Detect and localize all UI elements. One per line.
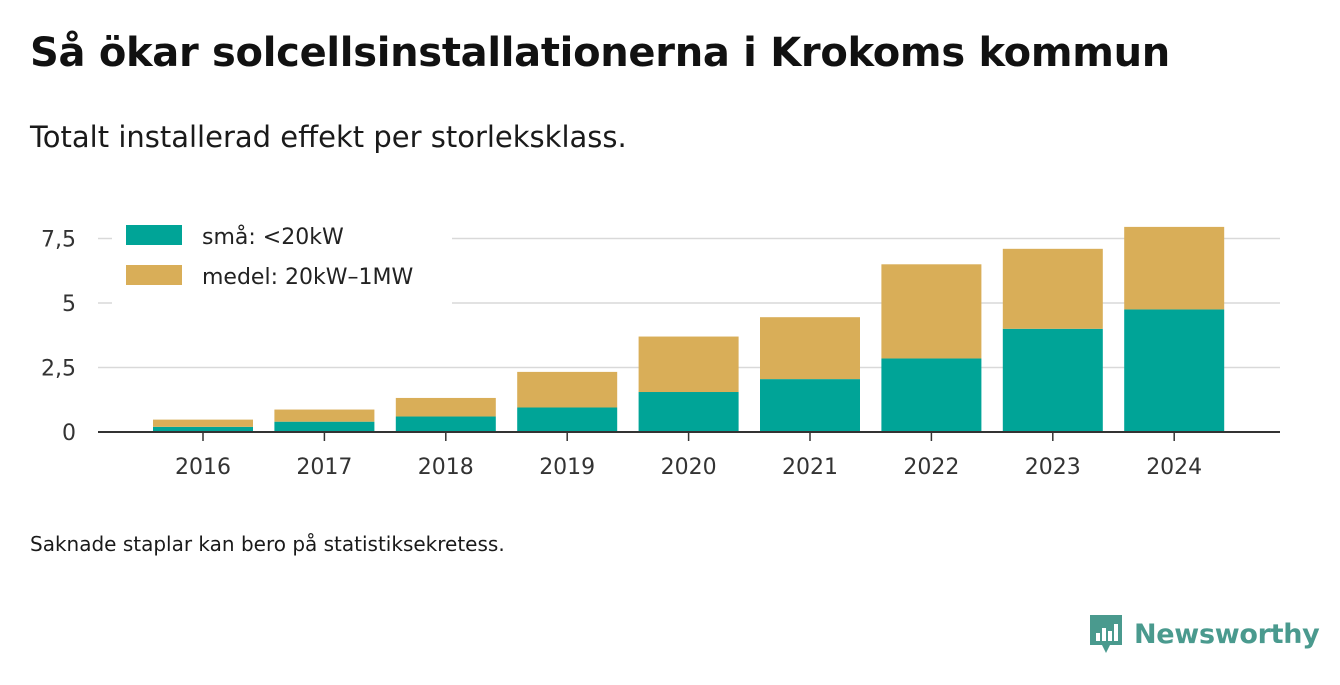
bar-segment — [1124, 309, 1225, 432]
x-tick-label: 2017 — [296, 455, 352, 480]
brand-logo: Newsworthy — [1088, 612, 1320, 656]
x-tick-label: 2016 — [175, 455, 231, 480]
x-tick-label: 2019 — [539, 455, 595, 480]
bar-segment — [153, 419, 253, 427]
legend-label: medel: 20kW–1MW — [202, 265, 413, 290]
bar-segment — [881, 358, 982, 432]
x-tick-label: 2021 — [782, 455, 838, 480]
x-tick-label: 2020 — [661, 455, 717, 480]
bar-segment — [274, 421, 375, 432]
bar-segment — [760, 379, 860, 432]
bar-segment — [760, 317, 860, 380]
bar-segment — [881, 264, 982, 359]
newsworthy-logo-icon — [1090, 615, 1122, 653]
bar-segment — [1124, 226, 1225, 310]
bar-segment — [517, 407, 618, 432]
x-tick-label: 2018 — [418, 455, 474, 480]
brand-name: Newsworthy — [1134, 618, 1320, 650]
y-tick-label: 5 — [62, 292, 76, 317]
bar-segment — [517, 371, 618, 408]
bar-segment — [1002, 328, 1103, 432]
stacked-bar-chart: 0 2,5 5 7,5 2016 2017 2018 2019 2020 2021 2022 202… — [41, 212, 1280, 480]
y-tick-label: 0 — [62, 421, 76, 446]
bar-segment — [638, 336, 739, 393]
legend-label: små: <20kW — [202, 224, 344, 250]
bar-segment — [1002, 248, 1103, 329]
x-tick-label: 2022 — [903, 455, 959, 480]
x-tick-label: 2024 — [1146, 455, 1202, 480]
bars — [153, 226, 1225, 432]
bar-segment — [395, 416, 496, 432]
x-tick-label: 2023 — [1025, 455, 1081, 480]
legend: små: <20kW medel: 20kW–1MW — [112, 212, 452, 308]
x-axis: 2016 2017 2018 2019 2020 2021 2022 2023 2024 — [98, 431, 1280, 480]
footnote: Saknade staplar kan bero på statistiksek… — [30, 532, 505, 556]
legend-swatch — [126, 225, 182, 245]
bar-segment — [153, 426, 253, 432]
y-tick-label: 7,5 — [41, 228, 76, 253]
bar-segment — [395, 397, 496, 417]
bar-segment — [274, 409, 375, 422]
legend-swatch — [126, 265, 182, 285]
y-tick-label: 2,5 — [41, 357, 76, 382]
y-axis: 0 2,5 5 7,5 — [41, 228, 76, 447]
chart-subtitle: Totalt installerad effekt per storlekskl… — [30, 120, 627, 154]
chart-title: Så ökar solcellsinstallationerna i Kroko… — [30, 30, 1170, 76]
bar-segment — [638, 392, 739, 432]
